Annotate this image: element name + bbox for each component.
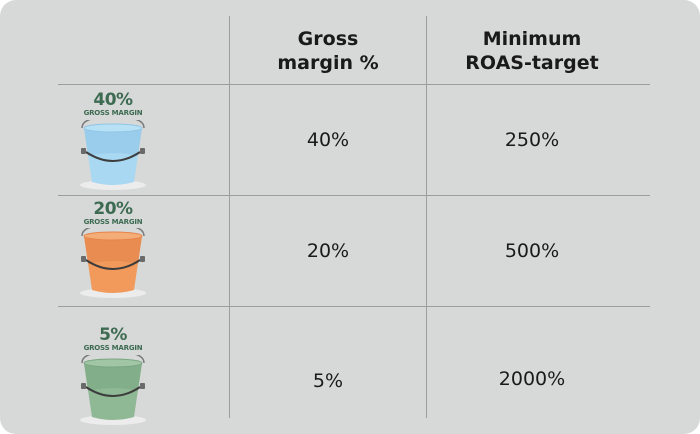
green-bucket-icon (80, 355, 146, 425)
cell-gross-margin-20: 20% (306, 240, 350, 262)
cell-gross-margin-40: 40% (306, 129, 350, 151)
orange-bucket-icon (80, 228, 146, 298)
header-gross-margin-line2: margin % (277, 52, 379, 74)
bucket-subtitle: GROSS MARGIN (83, 218, 143, 226)
bucket-percent: 40% (93, 90, 133, 110)
cell-roas-target-250: 250% (504, 129, 560, 151)
bucket-label-40: 40% GROSS MARGIN (53, 91, 173, 117)
row-divider (58, 195, 650, 196)
header-roas-target-line2: ROAS-target (465, 52, 599, 74)
header-roas-target: Minimum ROAS-target (427, 20, 637, 82)
cell-roas-target-500: 500% (504, 240, 560, 262)
header-roas-target-line1: Minimum (482, 28, 582, 50)
bucket-label-20: 20% GROSS MARGIN (53, 200, 173, 226)
header-gross-margin-line1: Gross (297, 28, 359, 50)
cell-roas-target-2000: 2000% (498, 368, 566, 390)
bucket-percent: 20% (93, 199, 133, 219)
bucket-label-5: 5% GROSS MARGIN (53, 326, 173, 352)
row-divider (58, 306, 650, 307)
column-divider (229, 16, 230, 418)
bucket-subtitle: GROSS MARGIN (83, 109, 143, 117)
header-gross-margin: Gross margin % (230, 20, 426, 82)
blue-bucket-icon (80, 120, 146, 190)
row-divider (58, 84, 650, 85)
cell-gross-margin-5: 5% (312, 370, 344, 392)
bucket-percent: 5% (99, 325, 127, 345)
bucket-subtitle: GROSS MARGIN (83, 344, 143, 352)
column-divider (426, 16, 427, 418)
